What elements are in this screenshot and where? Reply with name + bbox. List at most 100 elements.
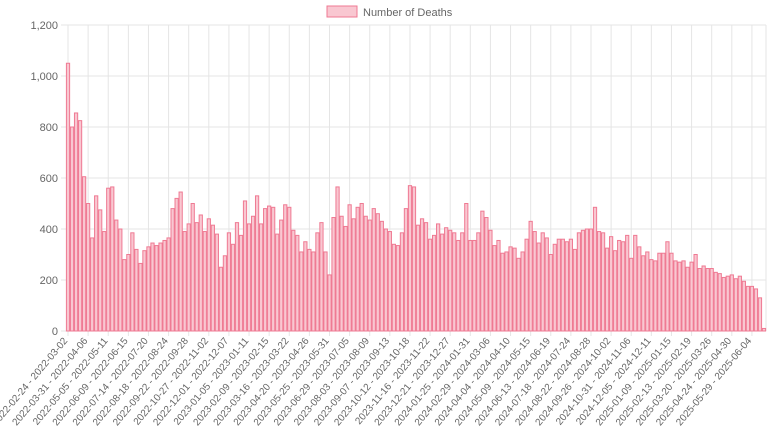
bar[interactable] <box>234 222 240 332</box>
bar[interactable] <box>427 238 433 332</box>
bar[interactable] <box>665 241 670 332</box>
legend-label[interactable]: Number of Deaths <box>363 7 453 19</box>
bar[interactable] <box>472 239 477 332</box>
bar[interactable] <box>556 238 561 332</box>
bar[interactable] <box>86 203 91 332</box>
bar[interactable] <box>657 252 662 332</box>
bar[interactable] <box>81 176 87 332</box>
bar[interactable] <box>198 214 203 332</box>
bar[interactable] <box>339 215 344 332</box>
bar[interactable] <box>242 200 248 332</box>
bar[interactable] <box>254 195 260 332</box>
bar[interactable] <box>745 285 751 332</box>
bar[interactable] <box>327 274 332 332</box>
bar[interactable] <box>146 246 151 332</box>
bar[interactable] <box>677 261 682 332</box>
bar[interactable] <box>693 254 698 332</box>
bar[interactable] <box>77 120 83 332</box>
bar[interactable] <box>584 228 590 332</box>
bar[interactable] <box>600 232 606 332</box>
bar[interactable] <box>403 208 409 332</box>
bar[interactable] <box>637 246 642 332</box>
bar[interactable] <box>202 231 207 332</box>
bar[interactable] <box>154 245 159 332</box>
bar[interactable] <box>331 217 336 332</box>
bar[interactable] <box>162 239 167 332</box>
bar[interactable] <box>452 232 457 332</box>
bar[interactable] <box>238 234 244 332</box>
bar[interactable] <box>496 239 501 332</box>
bar[interactable] <box>436 223 441 332</box>
bar[interactable] <box>359 203 364 332</box>
bar[interactable] <box>580 229 586 332</box>
bar[interactable] <box>653 260 658 332</box>
bar[interactable] <box>613 250 618 332</box>
bar[interactable] <box>178 191 183 332</box>
bar[interactable] <box>733 278 738 332</box>
bar[interactable] <box>383 228 388 332</box>
bar[interactable] <box>468 239 473 332</box>
bar[interactable] <box>504 251 509 332</box>
bar[interactable] <box>669 252 674 332</box>
bar[interactable] <box>508 246 513 332</box>
bar[interactable] <box>709 268 714 332</box>
bar[interactable] <box>588 228 594 332</box>
bar[interactable] <box>689 261 694 332</box>
bar[interactable] <box>138 262 143 332</box>
bar[interactable] <box>94 195 99 332</box>
bar[interactable] <box>379 220 384 332</box>
bar[interactable] <box>705 268 710 332</box>
bar[interactable] <box>182 231 187 332</box>
bar[interactable] <box>375 213 380 332</box>
bar[interactable] <box>335 186 340 332</box>
bar[interactable] <box>371 208 376 332</box>
bar[interactable] <box>323 251 328 332</box>
bar[interactable] <box>170 208 175 332</box>
bar[interactable] <box>540 232 545 332</box>
bar[interactable] <box>206 218 211 332</box>
bar[interactable] <box>367 219 372 332</box>
bar[interactable] <box>524 238 529 332</box>
bar[interactable] <box>633 234 638 332</box>
bar[interactable] <box>166 237 171 332</box>
bar[interactable] <box>134 248 139 332</box>
bar[interactable] <box>102 231 107 332</box>
bar[interactable] <box>725 275 730 332</box>
bar[interactable] <box>480 210 485 332</box>
bar[interactable] <box>737 275 742 332</box>
bar[interactable] <box>548 254 553 332</box>
bar[interactable] <box>641 255 646 332</box>
bar[interactable] <box>520 251 525 332</box>
bar[interactable] <box>661 252 666 332</box>
bar[interactable] <box>287 206 292 332</box>
bar[interactable] <box>552 243 557 332</box>
bar[interactable] <box>484 217 489 332</box>
bar[interactable] <box>126 254 131 332</box>
bar[interactable] <box>407 185 413 332</box>
bar[interactable] <box>761 327 767 332</box>
bar[interactable] <box>69 126 75 332</box>
bar[interactable] <box>609 236 614 332</box>
bar[interactable] <box>697 268 702 332</box>
bar[interactable] <box>476 232 481 332</box>
bar[interactable] <box>741 280 746 332</box>
bar[interactable] <box>259 223 264 332</box>
bar[interactable] <box>729 274 734 332</box>
bar[interactable] <box>617 239 622 332</box>
bar[interactable] <box>399 232 405 332</box>
bar[interactable] <box>448 229 453 332</box>
bar[interactable] <box>343 225 348 332</box>
bar[interactable] <box>279 219 284 332</box>
bar[interactable] <box>118 228 123 332</box>
bar[interactable] <box>488 229 493 332</box>
bar[interactable] <box>544 237 549 332</box>
bar[interactable] <box>621 241 626 332</box>
bar[interactable] <box>122 259 127 332</box>
bar[interactable] <box>532 231 537 332</box>
bar[interactable] <box>564 241 569 332</box>
bar[interactable] <box>307 248 312 332</box>
bar[interactable] <box>142 250 147 332</box>
bar[interactable] <box>749 285 755 332</box>
bar[interactable] <box>721 276 726 332</box>
bar[interactable] <box>218 266 223 332</box>
